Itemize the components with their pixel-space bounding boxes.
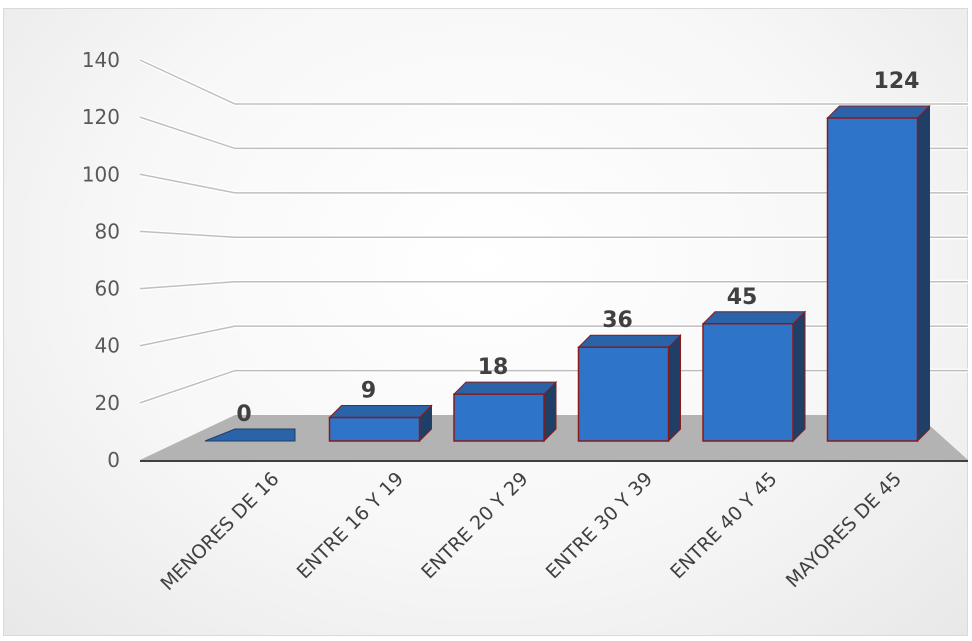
bar-side [917, 104, 930, 443]
data-label: 9 [361, 379, 376, 404]
data-label: 124 [874, 69, 920, 94]
bar-side [792, 310, 806, 443]
data-label: 18 [478, 355, 509, 380]
x-category-label: MENORES DE 16 [156, 468, 283, 595]
bar-top [204, 428, 296, 442]
gridline [139, 59, 968, 105]
bar [328, 416, 421, 442]
y-tick-label: 40 [95, 334, 120, 358]
bar [453, 393, 545, 442]
bar-side [668, 334, 681, 443]
y-tick-label: 20 [95, 391, 120, 415]
x-category-label: ENTRE 40 Y 45 [666, 468, 781, 583]
chart-area [3, 8, 968, 636]
data-labels: 0 9 18 36 45 124 [236, 69, 919, 427]
bar-top [328, 405, 433, 419]
x-category-label: ENTRE 20 Y 29 [417, 468, 532, 583]
gridline [139, 230, 968, 239]
y-tick-label: 60 [95, 277, 120, 301]
data-label: 36 [602, 308, 633, 333]
gridline [139, 280, 968, 290]
gridline [139, 173, 968, 194]
x-category-label: MAYORES DE 45 [782, 468, 906, 592]
bar [577, 346, 670, 442]
y-tick-label: 140 [82, 48, 120, 72]
x-category-label: ENTRE 30 Y 39 [542, 468, 657, 583]
gridline-shadow [139, 58, 968, 106]
data-label: 45 [727, 285, 758, 310]
data-label: 0 [236, 402, 251, 427]
y-tick-label: 100 [82, 162, 120, 186]
bar-top [452, 381, 558, 395]
bars [204, 104, 931, 443]
bar-top [701, 311, 807, 325]
x-axis-categories: MENORES DE 16 ENTRE 16 Y 19 ENTRE 20 Y 29 E… [156, 468, 906, 595]
y-tick-label: 0 [107, 448, 120, 472]
x-category-label: ENTRE 16 Y 19 [293, 468, 408, 583]
y-tick-label: 120 [82, 105, 120, 129]
bar [826, 117, 919, 442]
y-tick-label: 80 [95, 219, 120, 243]
bar-top [826, 105, 931, 119]
y-axis-ticks: 0 20 40 60 80 100 120 140 [82, 48, 120, 472]
bar-top [577, 334, 682, 348]
gridline [139, 116, 968, 150]
bar [702, 323, 794, 442]
